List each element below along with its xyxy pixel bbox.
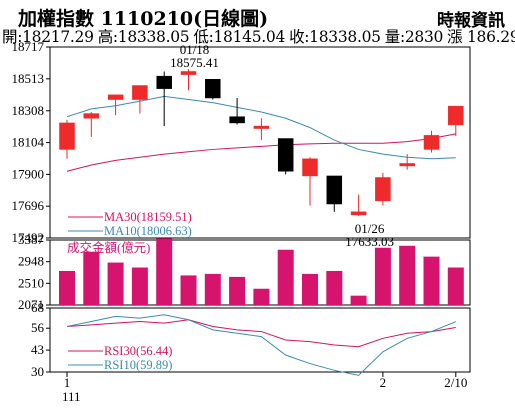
volume-bar — [350, 295, 367, 305]
rsi30-line — [66, 319, 456, 348]
volume-bar — [277, 249, 294, 305]
open-value: 開:18217.29 — [2, 28, 94, 46]
candle-body — [302, 158, 318, 177]
candle-body — [107, 94, 124, 100]
price-y-tick-label: 17492 — [12, 230, 45, 245]
rsi-y-tick-label: 30 — [31, 364, 44, 379]
volume-value: 量:2830 — [384, 28, 444, 46]
candle-body — [375, 177, 391, 202]
volume-bar — [447, 267, 464, 305]
candle-body — [448, 105, 464, 126]
ohlc-summary: 開:18217.29 高:18338.05 低:18145.04 收:18338.05… — [2, 25, 515, 47]
ma10-line — [66, 95, 456, 160]
candle-body — [350, 211, 367, 216]
price-y-tick-label: 18308 — [12, 103, 45, 118]
volume-bar — [302, 273, 318, 305]
volume-bar — [59, 270, 75, 305]
annotation-low-date: 01/26 — [355, 221, 385, 236]
volume-y-tick-label: 2510 — [18, 275, 44, 290]
price-y-tick-label: 17900 — [12, 166, 45, 181]
legend-rsi30: RSI30(56.44) — [104, 344, 172, 358]
candle-body — [399, 163, 415, 167]
candle-body — [423, 135, 440, 150]
change-value: 漲 186.29 — [447, 28, 515, 46]
price-y-tick-label: 17696 — [12, 198, 45, 213]
volume-bar — [180, 275, 197, 305]
volume-bar — [253, 288, 270, 305]
rsi-y-tick-label: 43 — [31, 342, 44, 357]
chart-title: 加權指數 1110210(日線圖) — [18, 8, 269, 30]
price-y-tick-label: 18513 — [12, 71, 45, 86]
x-tick-label: 1 — [64, 375, 71, 390]
volume-bar — [107, 262, 124, 305]
volume-bar — [399, 245, 416, 305]
volume-y-tick-label: 3387 — [18, 232, 45, 247]
volume-bar — [326, 270, 343, 305]
year-label: 111 — [62, 389, 81, 404]
volume-bar — [156, 238, 173, 305]
volume-bar — [229, 276, 246, 305]
candle-body — [277, 138, 294, 172]
candle-body — [83, 113, 100, 119]
x-tick-label: 2 — [380, 375, 387, 390]
rsi-y-tick-label: 68 — [31, 300, 44, 315]
volume-y-tick-label: 2948 — [18, 254, 44, 269]
rsi10-line — [66, 314, 456, 376]
candle-body — [59, 122, 75, 150]
legend-ma10: MA10(18006.63) — [104, 224, 192, 238]
high-value: 高:18338.05 — [97, 28, 190, 46]
ma30-line — [66, 133, 456, 172]
price-y-tick-label: 18717 — [12, 39, 45, 54]
x-tick-label: 2/10 — [444, 375, 467, 390]
low-value: 低:18145.04 — [193, 28, 286, 46]
candle-body — [326, 175, 343, 205]
source-label: 時報資訊 — [437, 11, 505, 31]
volume-title: 成交金額(億元) — [67, 240, 150, 255]
annotation-high-value: 18575.41 — [170, 55, 219, 70]
volume-bar — [374, 247, 391, 305]
close-value: 收:18338.05 — [289, 28, 381, 46]
candle-body — [205, 79, 221, 99]
candle-body — [229, 116, 245, 124]
volume-y-tick-label: 2071 — [18, 297, 44, 312]
legend-rsi10: RSI10(59.89) — [104, 358, 172, 372]
volume-bar — [204, 273, 221, 305]
rsi-y-tick-label: 56 — [31, 320, 45, 335]
candle-body — [156, 75, 172, 89]
price-y-tick-label: 18104 — [12, 135, 45, 150]
annotation-high-date: 01/18 — [180, 42, 210, 57]
volume-bar — [423, 256, 440, 305]
volume-bar — [83, 251, 100, 305]
panel-frame-2 — [49, 307, 471, 373]
legend-ma30: MA30(18159.51) — [104, 210, 192, 224]
annotation-low-value: 17633.03 — [345, 234, 394, 249]
volume-bar — [131, 267, 148, 305]
candle-body — [132, 85, 148, 100]
candle-body — [180, 71, 197, 75]
candle-body — [253, 125, 270, 129]
